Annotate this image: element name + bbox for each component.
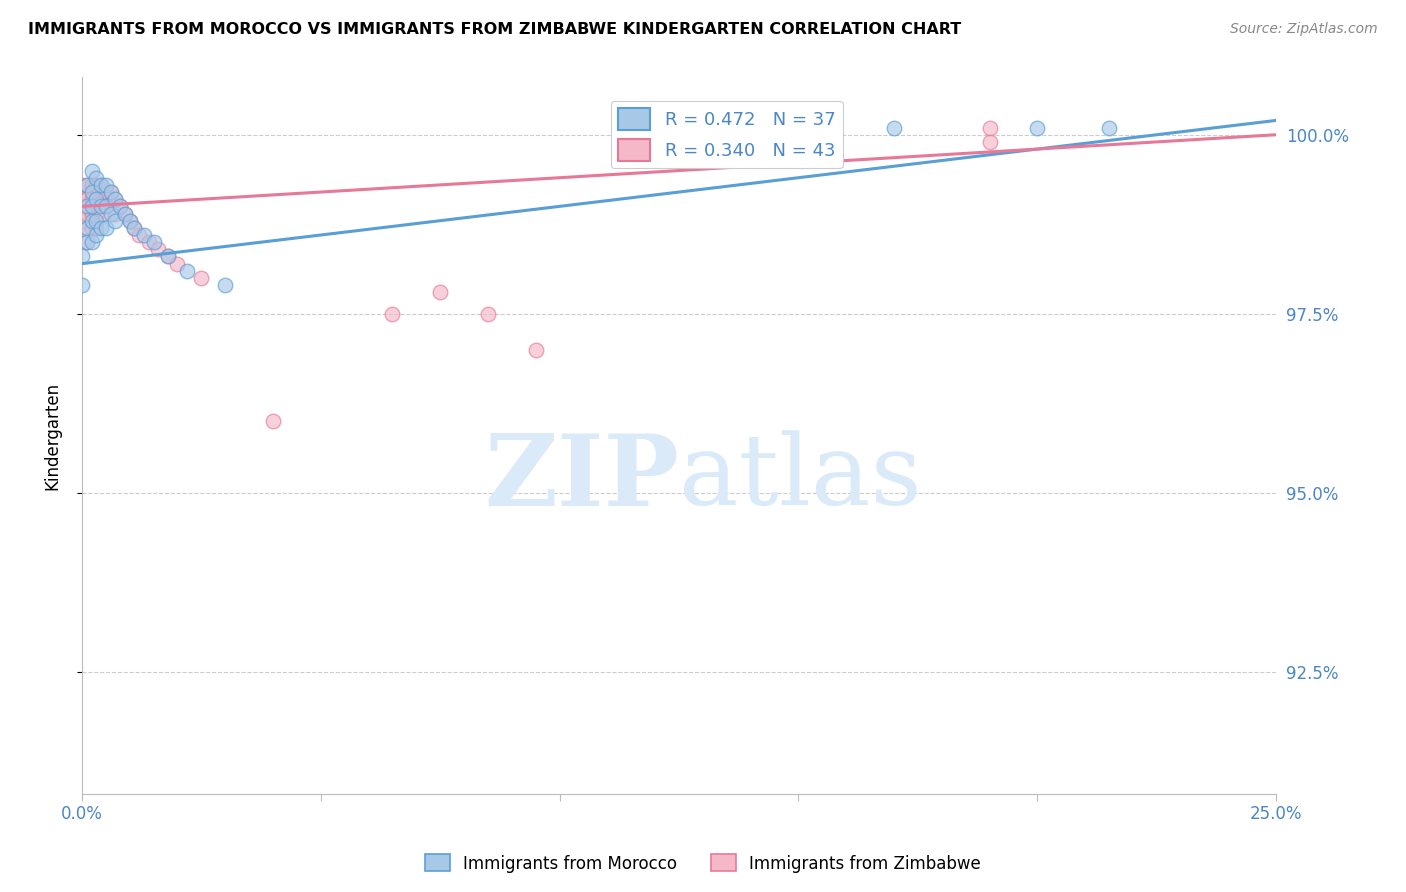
Point bbox=[214, 278, 236, 293]
Point bbox=[477, 307, 499, 321]
Point bbox=[70, 178, 93, 192]
Point bbox=[138, 235, 160, 249]
Point bbox=[883, 120, 905, 135]
Point bbox=[104, 213, 127, 227]
Point bbox=[84, 220, 107, 235]
Point bbox=[90, 206, 112, 220]
Point bbox=[124, 220, 146, 235]
Point bbox=[142, 235, 165, 249]
Point bbox=[76, 235, 98, 249]
Point bbox=[114, 206, 136, 220]
Text: IMMIGRANTS FROM MOROCCO VS IMMIGRANTS FROM ZIMBABWE KINDERGARTEN CORRELATION CHA: IMMIGRANTS FROM MOROCCO VS IMMIGRANTS FR… bbox=[28, 22, 962, 37]
Point bbox=[156, 250, 179, 264]
Point bbox=[148, 243, 170, 257]
Legend: Immigrants from Morocco, Immigrants from Zimbabwe: Immigrants from Morocco, Immigrants from… bbox=[419, 847, 987, 880]
Point bbox=[94, 220, 117, 235]
Point bbox=[118, 213, 141, 227]
Point bbox=[70, 199, 93, 213]
Point bbox=[124, 220, 146, 235]
Point bbox=[76, 220, 98, 235]
Point bbox=[76, 178, 98, 192]
Point bbox=[76, 199, 98, 213]
Point bbox=[80, 235, 103, 249]
Point bbox=[84, 170, 107, 185]
Text: Source: ZipAtlas.com: Source: ZipAtlas.com bbox=[1230, 22, 1378, 37]
Point bbox=[70, 278, 93, 293]
Point bbox=[108, 199, 131, 213]
Point bbox=[90, 220, 112, 235]
Point bbox=[104, 192, 127, 206]
Point bbox=[100, 206, 122, 220]
Point bbox=[1098, 120, 1121, 135]
Point bbox=[80, 185, 103, 199]
Point bbox=[262, 414, 284, 428]
Point bbox=[381, 307, 404, 321]
Point bbox=[70, 250, 93, 264]
Point bbox=[190, 271, 212, 285]
Point bbox=[100, 199, 122, 213]
Point bbox=[1026, 120, 1049, 135]
Point bbox=[84, 192, 107, 206]
Point bbox=[84, 213, 107, 227]
Point bbox=[80, 213, 103, 227]
Point bbox=[979, 135, 1001, 149]
Point bbox=[100, 185, 122, 199]
Point bbox=[100, 185, 122, 199]
Point bbox=[94, 185, 117, 199]
Point bbox=[76, 220, 98, 235]
Point bbox=[80, 199, 103, 213]
Point bbox=[118, 213, 141, 227]
Point bbox=[80, 206, 103, 220]
Point bbox=[80, 220, 103, 235]
Point bbox=[70, 213, 93, 227]
Point bbox=[70, 192, 93, 206]
Point bbox=[90, 199, 112, 213]
Point bbox=[524, 343, 547, 357]
Point bbox=[94, 199, 117, 213]
Point bbox=[176, 264, 198, 278]
Point bbox=[80, 178, 103, 192]
Point bbox=[84, 178, 107, 192]
Point bbox=[132, 227, 155, 242]
Point bbox=[90, 178, 112, 192]
Point bbox=[156, 250, 179, 264]
Point bbox=[84, 227, 107, 242]
Point bbox=[76, 178, 98, 192]
Point bbox=[108, 199, 131, 213]
Point bbox=[429, 285, 451, 300]
Text: ZIP: ZIP bbox=[484, 430, 679, 527]
Point bbox=[90, 178, 112, 192]
Point bbox=[114, 206, 136, 220]
Point bbox=[128, 227, 150, 242]
Point bbox=[104, 192, 127, 206]
Point bbox=[104, 206, 127, 220]
Point bbox=[80, 163, 103, 178]
Legend: R = 0.472   N = 37, R = 0.340   N = 43: R = 0.472 N = 37, R = 0.340 N = 43 bbox=[610, 101, 842, 169]
Point bbox=[80, 192, 103, 206]
Point bbox=[76, 206, 98, 220]
Point bbox=[84, 206, 107, 220]
Point bbox=[166, 257, 188, 271]
Point bbox=[94, 178, 117, 192]
Y-axis label: Kindergarten: Kindergarten bbox=[44, 382, 60, 490]
Point bbox=[76, 192, 98, 206]
Point bbox=[94, 199, 117, 213]
Point bbox=[90, 192, 112, 206]
Point bbox=[84, 192, 107, 206]
Point bbox=[76, 235, 98, 249]
Point bbox=[979, 120, 1001, 135]
Text: atlas: atlas bbox=[679, 431, 922, 526]
